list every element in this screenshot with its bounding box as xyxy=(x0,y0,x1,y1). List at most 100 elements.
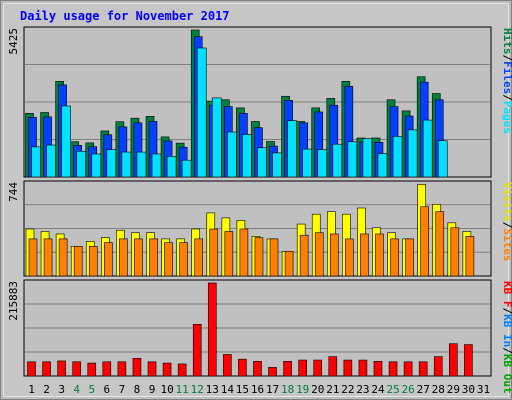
x-tick-label: 17 xyxy=(266,383,279,396)
x-tick-label: 29 xyxy=(447,383,460,396)
bar-kb-f xyxy=(373,361,383,377)
legend-entry: KB Out xyxy=(501,354,512,394)
bar-kb-f xyxy=(358,359,368,377)
bar-sites xyxy=(119,238,128,277)
x-tick-label: 16 xyxy=(251,383,264,396)
legend-entry: Visits xyxy=(501,182,512,222)
bar-kb-f xyxy=(87,362,97,377)
x-tick-label: 20 xyxy=(311,383,324,396)
bar-kb-f xyxy=(403,361,413,377)
bar-kb-f xyxy=(464,344,473,377)
x-tick-label: 3 xyxy=(58,383,65,396)
bar-pages xyxy=(61,105,71,178)
y-max-label: 215883 xyxy=(7,281,20,321)
bar-sites xyxy=(43,238,53,277)
legend-entry: Hits xyxy=(501,28,512,55)
bar-kb-f xyxy=(343,359,353,377)
legend-bottom: KB F/KB In/KB Out xyxy=(501,281,512,394)
legend-middle: Visits/Sites xyxy=(501,182,512,262)
bar-pages xyxy=(196,47,207,178)
bar-sites xyxy=(179,242,188,277)
x-tick-label: 21 xyxy=(326,383,339,396)
bar-pages xyxy=(422,119,433,178)
bar-sites xyxy=(299,234,309,277)
bar-sites xyxy=(239,228,249,277)
bar-pages xyxy=(181,159,192,178)
bar-pages xyxy=(166,156,177,178)
x-tick-label: 7 xyxy=(119,383,126,396)
bar-kb-f xyxy=(162,362,172,377)
bar-sites xyxy=(360,233,369,277)
bar-sites xyxy=(345,238,354,277)
bar-pages xyxy=(317,149,328,178)
x-tick-label: 26 xyxy=(402,383,415,396)
legend-entry: Pages xyxy=(501,101,512,134)
x-tick-label: 24 xyxy=(371,383,385,396)
bar-kb-f xyxy=(177,363,187,377)
legend-entry: / xyxy=(501,94,512,101)
bar-pages xyxy=(227,131,237,178)
bar-sites xyxy=(58,238,68,277)
bar-sites xyxy=(194,238,204,277)
x-tick-label: 30 xyxy=(462,383,475,396)
bar-pages xyxy=(302,148,312,178)
bar-pages xyxy=(437,140,448,178)
bar-kb-f xyxy=(449,343,458,377)
x-tick-label: 5 xyxy=(88,383,95,396)
bar-pages xyxy=(332,143,343,178)
x-tick-label: 22 xyxy=(341,383,354,396)
bar-pages xyxy=(121,151,132,178)
bar-pages xyxy=(392,136,403,178)
bar-pages xyxy=(362,138,373,178)
legend-entry: / xyxy=(501,347,512,354)
bar-kb-f xyxy=(388,361,398,377)
bar-sites xyxy=(405,238,414,277)
bar-sites xyxy=(465,236,475,277)
x-tick-label: 11 xyxy=(176,383,189,396)
bar-pages xyxy=(76,150,86,178)
bar-pages xyxy=(136,151,147,178)
bar-kb-f xyxy=(418,361,428,377)
x-tick-label: 15 xyxy=(236,383,249,396)
bar-pages xyxy=(377,153,388,178)
bar-kb-f xyxy=(328,356,338,377)
bar-kb-f xyxy=(283,361,292,377)
chart-panels: 5425Hits/Files/Pages744Visits/Sites21588… xyxy=(7,26,512,394)
bar-kb-f xyxy=(253,361,262,377)
bar-sites xyxy=(375,233,384,277)
bar-kb-f xyxy=(313,359,323,377)
x-tick-label: 23 xyxy=(356,383,369,396)
legend-entry: / xyxy=(501,308,512,315)
bar-sites xyxy=(420,206,429,277)
legend-entry: KB F xyxy=(501,281,512,308)
bar-sites xyxy=(390,238,399,277)
legend-entry: KB In xyxy=(501,314,512,347)
bar-pages xyxy=(31,146,41,178)
x-axis-labels: 1 2 3 4 5 6 7 8 9 10 11 12 13 14 15 16 17 18 19 20 21 22 23 24 2… xyxy=(28,383,490,396)
bar-kb-f xyxy=(298,359,307,377)
bar-pages xyxy=(407,129,418,178)
x-tick-label: 10 xyxy=(160,383,173,396)
bar-sites xyxy=(134,238,143,277)
bar-kb-f xyxy=(223,354,232,377)
x-tick-label: 2 xyxy=(43,383,50,396)
x-tick-label: 28 xyxy=(432,383,445,396)
bar-kb-f xyxy=(238,358,247,377)
bar-kb-f xyxy=(117,361,127,377)
bar-kb-f xyxy=(72,361,81,377)
bar-sites xyxy=(164,242,173,277)
legend-entry: / xyxy=(501,55,512,62)
bar-sites xyxy=(329,233,339,277)
x-tick-label: 4 xyxy=(73,383,80,396)
bar-kb-f xyxy=(207,282,217,377)
bar-sites xyxy=(209,228,219,277)
bar-sites xyxy=(104,242,113,277)
panel-middle: 744 Visits/Sites xyxy=(7,180,512,277)
bar-sites xyxy=(149,238,158,277)
x-tick-label: 19 xyxy=(296,383,309,396)
bar-sites xyxy=(435,211,445,277)
x-tick-label: 9 xyxy=(149,383,156,396)
x-tick-label: 13 xyxy=(206,383,219,396)
